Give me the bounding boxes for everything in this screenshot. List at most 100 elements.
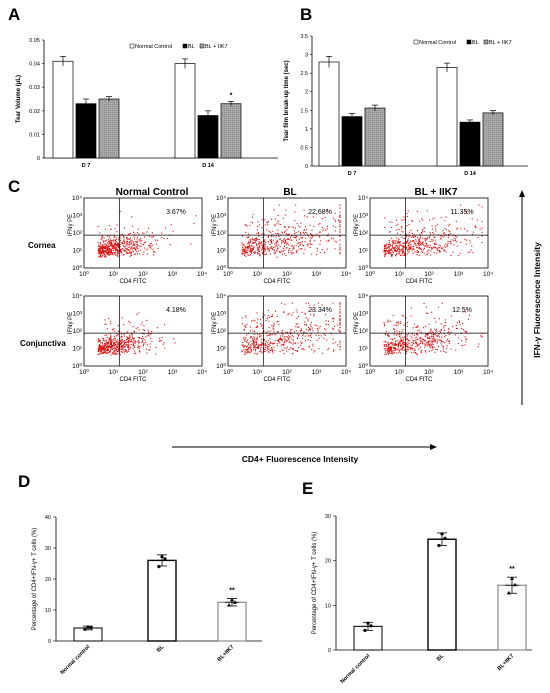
flow-dot	[103, 246, 106, 248]
flow-dot	[117, 325, 119, 327]
flow-dot	[245, 338, 247, 340]
flow-dot	[276, 343, 279, 345]
flow-dot	[391, 248, 393, 250]
flow-dot	[101, 236, 103, 238]
flow-dot	[267, 315, 269, 317]
flow-dot	[245, 250, 247, 252]
flow-dot	[245, 231, 247, 233]
flow-dot	[123, 350, 125, 352]
flow-dot	[388, 250, 391, 252]
flow-plot: 22.68%10⁰ 10¹ 10² 10³ 10⁴10⁰10¹10²10³10⁴CD4 …	[212, 195, 351, 285]
flow-dot	[432, 331, 434, 333]
panel-a-ytick-label: 0.03	[29, 85, 40, 91]
flow-dot	[456, 245, 458, 247]
flow-xtick-label: 10¹	[109, 369, 119, 376]
flow-dot	[420, 235, 422, 237]
flow-dot	[118, 250, 120, 252]
flow-dot	[311, 235, 313, 237]
flow-dot	[129, 241, 131, 243]
flow-dot	[431, 335, 433, 337]
flow-xtick-label: 10³	[168, 271, 178, 278]
flow-dot	[399, 250, 401, 252]
flow-dot	[427, 249, 429, 251]
flow-dot	[395, 324, 397, 326]
flow-dot	[114, 242, 117, 245]
flow-ytick-label: 10²	[73, 328, 83, 335]
flow-dot	[251, 249, 253, 251]
flow-dot	[151, 330, 153, 333]
flow-dot	[264, 253, 266, 255]
flow-dot	[245, 248, 247, 250]
flow-dot	[299, 341, 302, 343]
flow-dot	[250, 347, 252, 349]
flow-dot	[122, 341, 124, 343]
flow-dot	[258, 346, 260, 348]
panel-e-data-point	[366, 621, 370, 625]
flow-row-title-cornea: Cornea	[28, 241, 56, 250]
flow-dot	[136, 247, 138, 249]
flow-dot	[327, 349, 329, 351]
flow-dot	[142, 244, 144, 246]
flow-dot	[110, 248, 112, 251]
flow-dot	[241, 249, 243, 251]
flow-dot	[412, 248, 414, 250]
flow-dot	[149, 246, 151, 248]
flow-dot	[102, 349, 104, 351]
panel-d-bar	[147, 559, 177, 642]
flow-dot	[394, 342, 397, 345]
flow-dot	[244, 325, 246, 327]
flow-dot	[398, 349, 400, 352]
flow-dot	[110, 342, 112, 345]
flow-dot	[109, 247, 111, 250]
flow-dot	[300, 328, 302, 330]
flow-dot	[412, 232, 414, 235]
flow-dot	[267, 334, 269, 336]
flow-dot	[123, 343, 125, 346]
flow-dot	[250, 248, 253, 250]
flow-dot	[109, 347, 111, 349]
flow-dot	[242, 235, 244, 237]
flow-dot	[106, 341, 108, 344]
flow-dot	[115, 347, 117, 349]
flow-dot	[131, 241, 133, 243]
flow-dot	[109, 333, 112, 335]
flow-dot	[122, 245, 124, 247]
flow-dot	[270, 247, 272, 249]
flow-dot	[388, 343, 390, 345]
flow-dot	[242, 248, 244, 250]
flow-dot	[398, 334, 400, 336]
flow-dot	[244, 340, 246, 342]
flow-dot	[274, 342, 276, 344]
flow-dot	[114, 353, 116, 355]
flow-dot	[425, 333, 427, 335]
flow-dot	[389, 320, 392, 322]
flow-dot	[140, 243, 142, 245]
flow-dot	[129, 322, 131, 324]
flow-dot	[257, 232, 259, 234]
flow-dot	[269, 343, 271, 345]
flow-dot	[103, 252, 105, 254]
flow-dot	[427, 252, 429, 254]
flow-dot	[400, 249, 402, 251]
flow-dot	[116, 333, 118, 335]
flow-dot	[384, 248, 386, 250]
flow-dot	[105, 244, 107, 246]
flow-dot	[274, 349, 276, 351]
flow-dot	[277, 247, 279, 249]
flow-dot	[103, 344, 105, 346]
flow-dot	[397, 245, 399, 247]
flow-dot	[327, 240, 330, 242]
flow-dot	[279, 337, 281, 339]
flow-dot	[121, 333, 123, 335]
flow-dot	[263, 245, 265, 247]
flow-dot	[249, 247, 251, 249]
flow-dot	[243, 346, 245, 348]
flow-dot	[406, 241, 408, 243]
flow-dot	[104, 246, 106, 248]
flow-dot	[461, 323, 464, 325]
flow-dot	[416, 334, 419, 336]
panel-b-ytick-label: 0	[305, 164, 308, 170]
flow-dot	[262, 246, 264, 248]
flow-dot	[125, 245, 127, 247]
